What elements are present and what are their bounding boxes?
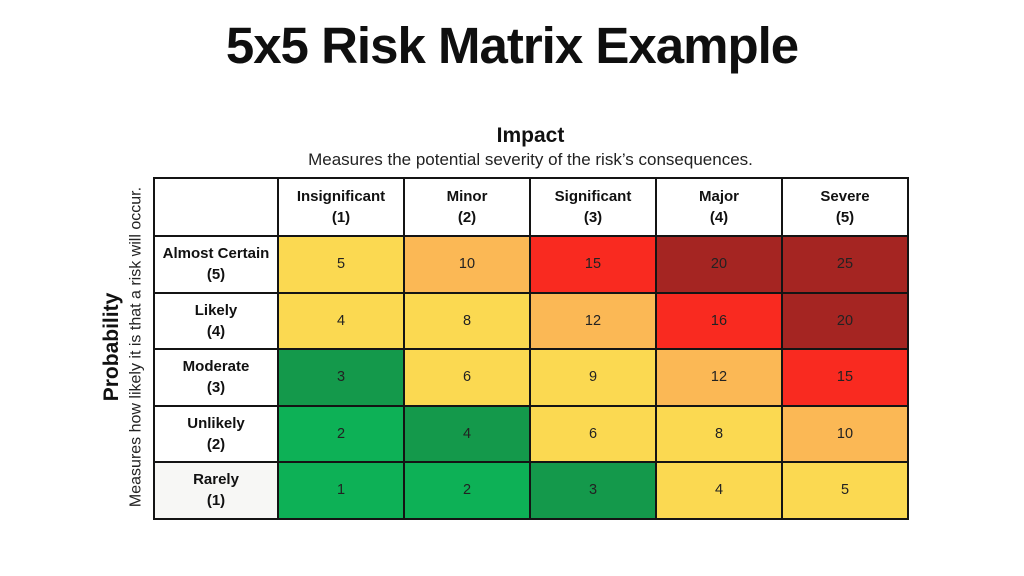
row-header-moderate: Moderate (3): [153, 348, 279, 407]
matrix-row-moderate: Moderate (3) 3 6 9 12 15: [153, 348, 909, 407]
matrix-cell: 16: [655, 291, 783, 350]
matrix-cell: 3: [277, 348, 405, 407]
matrix-cell: 9: [529, 348, 657, 407]
matrix-cell: 10: [781, 404, 909, 463]
column-header-label: Minor: [446, 188, 488, 205]
matrix-cell: 4: [403, 404, 531, 463]
matrix-cell: 20: [781, 291, 909, 350]
risk-matrix-table: Insignificant (1) Minor (2) Significant …: [153, 177, 909, 520]
matrix-cell: 4: [277, 291, 405, 350]
row-header-number: (2): [206, 435, 226, 453]
matrix-cell: 25: [781, 235, 909, 294]
column-header-severe: Severe (5): [781, 177, 909, 237]
row-header-label: Almost Certain: [162, 245, 270, 263]
matrix-cell: 3: [529, 461, 657, 520]
matrix-cell: 15: [781, 348, 909, 407]
row-header-label: Moderate: [182, 358, 250, 376]
matrix-cell: 12: [529, 291, 657, 350]
impact-axis-header: Impact Measures the potential severity o…: [153, 124, 908, 170]
corner-cell: [153, 177, 279, 237]
matrix-cell: 6: [529, 404, 657, 463]
column-header-number: (1): [331, 209, 351, 226]
column-header-major: Major (4): [655, 177, 783, 237]
column-header-significant: Significant (3): [529, 177, 657, 237]
matrix-cell: 2: [277, 404, 405, 463]
matrix-row-almost-certain: Almost Certain (5) 5 10 15 20 25: [153, 235, 909, 294]
matrix-cell: 4: [655, 461, 783, 520]
column-header-minor: Minor (2): [403, 177, 531, 237]
probability-axis-description: Measures how likely it is that a risk wi…: [127, 186, 145, 508]
matrix-cell: 20: [655, 235, 783, 294]
row-header-number: (3): [206, 379, 226, 397]
column-header-label: Insignificant: [296, 188, 386, 205]
matrix-cell: 12: [655, 348, 783, 407]
impact-axis-description: Measures the potential severity of the r…: [308, 150, 753, 169]
page-title: 5x5 Risk Matrix Example: [225, 17, 799, 74]
row-header-number: (4): [206, 322, 226, 340]
matrix-cell: 6: [403, 348, 531, 407]
row-header-number: (1): [206, 492, 226, 510]
matrix-cell: 8: [403, 291, 531, 350]
matrix-cell: 15: [529, 235, 657, 294]
matrix-cell: 5: [781, 461, 909, 520]
matrix-row-unlikely: Unlikely (2) 2 4 6 8 10: [153, 404, 909, 463]
row-header-almost-certain: Almost Certain (5): [153, 235, 279, 294]
row-header-unlikely: Unlikely (2): [153, 404, 279, 463]
matrix-cell: 10: [403, 235, 531, 294]
row-header-label: Unlikely: [187, 414, 245, 432]
matrix-cell: 2: [403, 461, 531, 520]
matrix-row-rarely: Rarely (1) 1 2 3 4 5: [153, 461, 909, 520]
column-header-number: (5): [835, 209, 855, 226]
row-header-label: Rarely: [193, 471, 239, 489]
column-header-insignificant: Insignificant (1): [277, 177, 405, 237]
matrix-cell: 1: [277, 461, 405, 520]
column-header-number: (2): [457, 209, 477, 226]
column-header-number: (4): [709, 209, 729, 226]
row-header-rarely: Rarely (1): [153, 461, 279, 520]
row-header-label: Likely: [194, 301, 238, 319]
probability-axis-label: Probability: [100, 292, 123, 402]
row-header-likely: Likely (4): [153, 291, 279, 350]
column-header-label: Severe: [820, 188, 870, 205]
column-header-number: (3): [583, 209, 603, 226]
column-header-label: Major: [698, 188, 739, 205]
matrix-cell: 5: [277, 235, 405, 294]
column-header-label: Significant: [554, 188, 632, 205]
impact-axis-label: Impact: [496, 124, 565, 147]
column-header-row: Insignificant (1) Minor (2) Significant …: [153, 177, 909, 237]
matrix-cell: 8: [655, 404, 783, 463]
row-header-number: (5): [206, 266, 226, 284]
matrix-row-likely: Likely (4) 4 8 12 16 20: [153, 291, 909, 350]
